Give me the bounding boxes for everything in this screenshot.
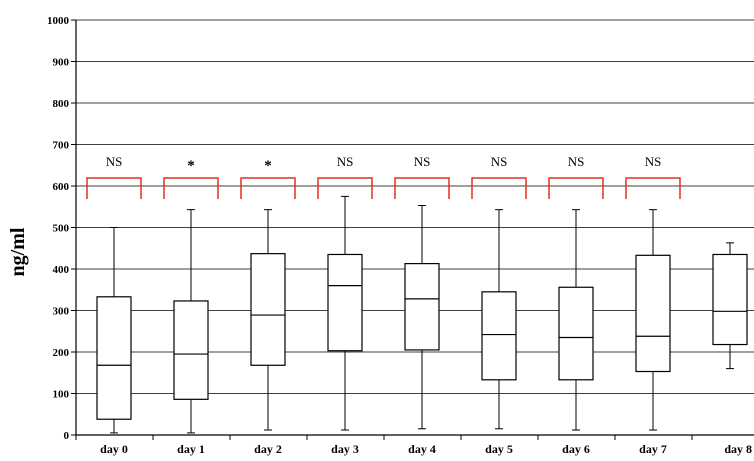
axes — [75, 20, 754, 440]
box-iqr — [404, 263, 440, 351]
box-day-6 — [558, 209, 594, 431]
significance-bracket: NS — [625, 154, 681, 199]
boxes — [96, 195, 748, 434]
box-iqr — [250, 253, 286, 366]
box-iqr — [96, 296, 132, 420]
box-day-3 — [327, 195, 363, 431]
significance-brackets: NS * * NS NS NS NS NS — [86, 154, 681, 199]
bracket-line — [548, 177, 604, 199]
x-category-label: day 2 — [254, 442, 282, 456]
significance-bracket: NS — [471, 154, 527, 199]
significance-label: NS — [337, 154, 354, 169]
significance-bracket: * — [163, 158, 219, 199]
bracket-line — [163, 177, 219, 199]
significance-bracket: NS — [394, 154, 450, 199]
y-tick-label: 0 — [64, 430, 70, 442]
significance-label: * — [187, 158, 195, 174]
box-iqr — [712, 253, 748, 346]
bracket-line — [394, 177, 450, 199]
x-category-label: day 1 — [177, 442, 205, 456]
x-category-label: day 4 — [408, 442, 436, 456]
significance-bracket: * — [240, 158, 296, 199]
x-category-label: day 5 — [485, 442, 513, 456]
significance-bracket: NS — [86, 154, 142, 199]
significance-label: NS — [568, 154, 585, 169]
box-day-8 — [712, 242, 748, 370]
x-category-label: day 6 — [562, 442, 590, 456]
y-tick-label: 200 — [53, 347, 70, 359]
y-axis-label: ng/ml — [7, 227, 29, 276]
bracket-line — [240, 177, 296, 199]
box-day-1 — [173, 209, 209, 434]
y-tick-label: 100 — [53, 389, 70, 401]
box-iqr — [558, 286, 594, 381]
y-tick-label: 700 — [53, 140, 70, 152]
bracket-line — [625, 177, 681, 199]
x-category-label: day 8 — [724, 442, 752, 456]
box-day-2 — [250, 209, 286, 431]
box-day-5 — [481, 209, 517, 430]
significance-label: NS — [491, 154, 508, 169]
y-tick-label: 300 — [53, 306, 70, 318]
significance-label: * — [264, 158, 272, 174]
y-tick-label: 1000 — [47, 15, 70, 27]
box-iqr — [481, 291, 517, 381]
bracket-line — [317, 177, 373, 199]
significance-bracket: NS — [548, 154, 604, 199]
box-day-4 — [404, 205, 440, 430]
significance-label: NS — [414, 154, 431, 169]
box-iqr — [173, 300, 209, 400]
significance-label: NS — [106, 154, 123, 169]
bracket-line — [86, 177, 142, 199]
box-iqr — [327, 253, 363, 352]
y-axis-ticks: 0 100 200 300 400 500 600 700 800 900 1000 — [47, 15, 76, 442]
box-iqr — [635, 254, 671, 373]
y-tick-label: 900 — [53, 57, 70, 69]
x-category-label: day 0 — [100, 442, 128, 456]
x-category-label: day 3 — [331, 442, 359, 456]
box-day-0 — [96, 227, 132, 434]
y-tick-label: 600 — [53, 181, 70, 193]
x-axis-categories: day 0 day 1 day 2 day 3 day 4 day 5 day 6 day 7… — [100, 442, 752, 456]
y-tick-label: 400 — [53, 264, 70, 276]
significance-label: NS — [645, 154, 662, 169]
y-tick-label: 500 — [53, 223, 70, 235]
y-tick-label: 800 — [53, 98, 70, 110]
bracket-line — [471, 177, 527, 199]
x-category-label: day 7 — [639, 442, 667, 456]
significance-bracket: NS — [317, 154, 373, 199]
box-day-7 — [635, 209, 671, 431]
